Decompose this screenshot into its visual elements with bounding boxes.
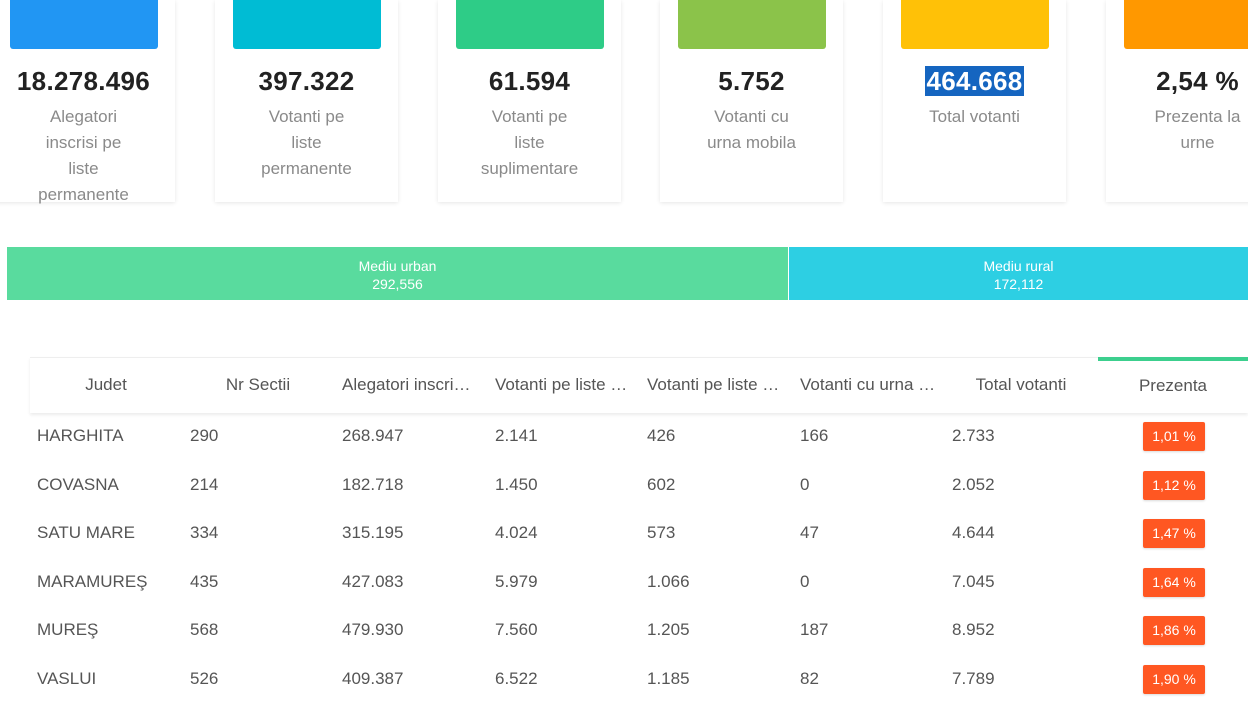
cell-judet: COVASNA [37, 474, 119, 494]
cell-urna-mobila: 187 [800, 620, 829, 639]
rural-segment: Mediu rural 172,112 [789, 247, 1248, 300]
selected-value-highlight[interactable]: 464.668 [925, 66, 1024, 96]
cell-judet: SATU MARE [37, 523, 135, 542]
cell-alegatori: 479.930 [342, 620, 404, 639]
column-header-prezenta[interactable]: Prezenta [1098, 357, 1248, 416]
stat-card-urna-mobila: 5.752 Votanti cu urna mobila [660, 0, 843, 202]
prezenta-badge: 1,90 % [1143, 664, 1205, 694]
cell-votanti-permanente: 5.979 [495, 571, 538, 591]
rural-label: Mediu rural [983, 258, 1054, 274]
urban-value: 292,556 [372, 276, 423, 292]
urban-label: Mediu urban [358, 258, 437, 274]
column-header-urna-mobila[interactable]: Votanti cu urna … [800, 375, 936, 394]
stat-card-alegatori: 18.278.496 Alegatori inscrisi pe liste p… [0, 0, 175, 204]
cell-total-votanti: 4.644 [952, 523, 995, 542]
cell-nr-sectii: 334 [190, 523, 219, 542]
cell-nr-sectii: 290 [190, 426, 219, 445]
prezenta-badge: 1,86 % [1143, 616, 1205, 645]
cell-judet: VASLUI [37, 668, 97, 688]
card-label: Votanti pe liste suplimentare [480, 107, 579, 178]
cell-judet: HARGHITA [37, 426, 124, 445]
cell-urna-mobila: 82 [800, 668, 819, 688]
cell-alegatori: 315.195 [342, 523, 404, 542]
table-row[interactable]: VASLUI 526 409.387 6.522 1.185 82 7.789 1,90 % [30, 655, 1248, 703]
prezenta-badge: 1,47 % [1143, 519, 1205, 548]
card-color-bar [901, 0, 1049, 49]
card-label: Alegatori inscrisi pe liste permanente [38, 107, 129, 204]
cell-judet: MARAMUREŞ [37, 571, 148, 591]
cell-votanti-suplimentare: 602 [647, 474, 676, 494]
stat-card-total-votanti: 464.668 Total votanti [883, 0, 1066, 202]
cell-votanti-suplimentare: 1.066 [647, 571, 690, 591]
card-color-bar [456, 0, 604, 49]
table-header: Judet Nr Sectii Alegatori inscri… Votant… [30, 357, 1248, 413]
cell-votanti-suplimentare: 1.205 [647, 620, 690, 639]
cell-votanti-permanente: 6.522 [495, 668, 538, 688]
cell-votanti-permanente: 7.560 [495, 620, 538, 639]
card-color-bar [1124, 0, 1248, 49]
cell-total-votanti: 2.733 [952, 426, 995, 445]
cell-votanti-suplimentare: 573 [647, 523, 676, 542]
column-header-nr-sectii[interactable]: Nr Sectii [225, 375, 291, 394]
card-color-bar [233, 0, 381, 49]
cell-votanti-suplimentare: 1.185 [647, 668, 690, 688]
cell-alegatori: 268.947 [342, 426, 404, 445]
cell-alegatori: 427.083 [342, 571, 404, 591]
card-label: Total votanti [929, 107, 1020, 126]
cell-nr-sectii: 568 [190, 620, 219, 639]
cell-nr-sectii: 526 [190, 668, 219, 688]
card-value: 5.752 [718, 66, 785, 96]
cell-votanti-permanente: 4.024 [495, 523, 538, 542]
rural-value: 172,112 [993, 276, 1044, 292]
cell-judet: MUREŞ [37, 620, 99, 639]
column-header-votanti-suplimentare[interactable]: Votanti pe liste … [647, 375, 780, 394]
card-label: Votanti cu urna mobila [707, 107, 796, 152]
cell-total-votanti: 7.045 [952, 571, 995, 591]
card-color-bar [678, 0, 826, 49]
cell-total-votanti: 7.789 [952, 668, 995, 688]
table-row[interactable]: MUREŞ 568 479.930 7.560 1.205 187 8.952 1,86 % [30, 606, 1248, 654]
column-header-votanti-permanente[interactable]: Votanti pe liste … [495, 375, 628, 394]
cell-votanti-permanente: 2.141 [495, 426, 538, 445]
column-header-total-votanti[interactable]: Total votanti [975, 375, 1067, 394]
stat-card-votanti-suplimentare: 61.594 Votanti pe liste suplimentare [438, 0, 621, 202]
cell-total-votanti: 8.952 [952, 620, 995, 639]
cell-votanti-suplimentare: 426 [647, 426, 676, 445]
cell-alegatori: 409.387 [342, 668, 404, 688]
card-color-bar [10, 0, 158, 49]
cell-urna-mobila: 166 [800, 426, 829, 445]
table-row[interactable]: HARGHITA 290 268.947 2.141 426 166 2.733 1,01 % [30, 412, 1248, 460]
prezenta-badge: 1,12 % [1143, 470, 1205, 500]
card-value: 397.322 [258, 66, 355, 96]
cell-urna-mobila: 47 [800, 523, 819, 542]
cell-alegatori: 182.718 [342, 474, 404, 494]
card-value: 18.278.496 [16, 66, 151, 96]
prezenta-badge: 1,01 % [1143, 422, 1205, 451]
card-value: 61.594 [488, 66, 571, 96]
card-label: Votanti pe liste permanente [261, 107, 352, 178]
cell-votanti-permanente: 1.450 [495, 474, 538, 494]
stat-card-prezenta: 2,54 % Prezenta la urne [1106, 0, 1248, 202]
stat-card-votanti-permanente: 397.322 Votanti pe liste permanente [215, 0, 398, 202]
cell-nr-sectii: 435 [190, 571, 219, 591]
cell-urna-mobila: 0 [800, 571, 810, 591]
card-label: Prezenta la urne [1154, 107, 1241, 152]
cell-urna-mobila: 0 [800, 474, 810, 494]
card-value: 2,54 % [1156, 66, 1239, 96]
column-header-alegatori[interactable]: Alegatori inscri… [342, 375, 471, 394]
column-header-judet[interactable]: Judet [85, 375, 127, 394]
table-row[interactable]: SATU MARE 334 315.195 4.024 573 47 4.644 1,47 % [30, 509, 1248, 557]
table-row[interactable]: COVASNA 214 182.718 1.450 602 0 2.052 1,12 % [30, 461, 1248, 509]
prezenta-badge: 1,64 % [1143, 567, 1205, 597]
cell-total-votanti: 2.052 [952, 474, 995, 494]
cell-nr-sectii: 214 [190, 474, 219, 494]
table-row[interactable]: MARAMUREŞ 435 427.083 5.979 1.066 0 7.045 1,64 … [30, 558, 1248, 606]
card-value[interactable]: 464.668 [883, 66, 1066, 97]
urban-segment: Mediu urban 292,556 [7, 247, 788, 300]
